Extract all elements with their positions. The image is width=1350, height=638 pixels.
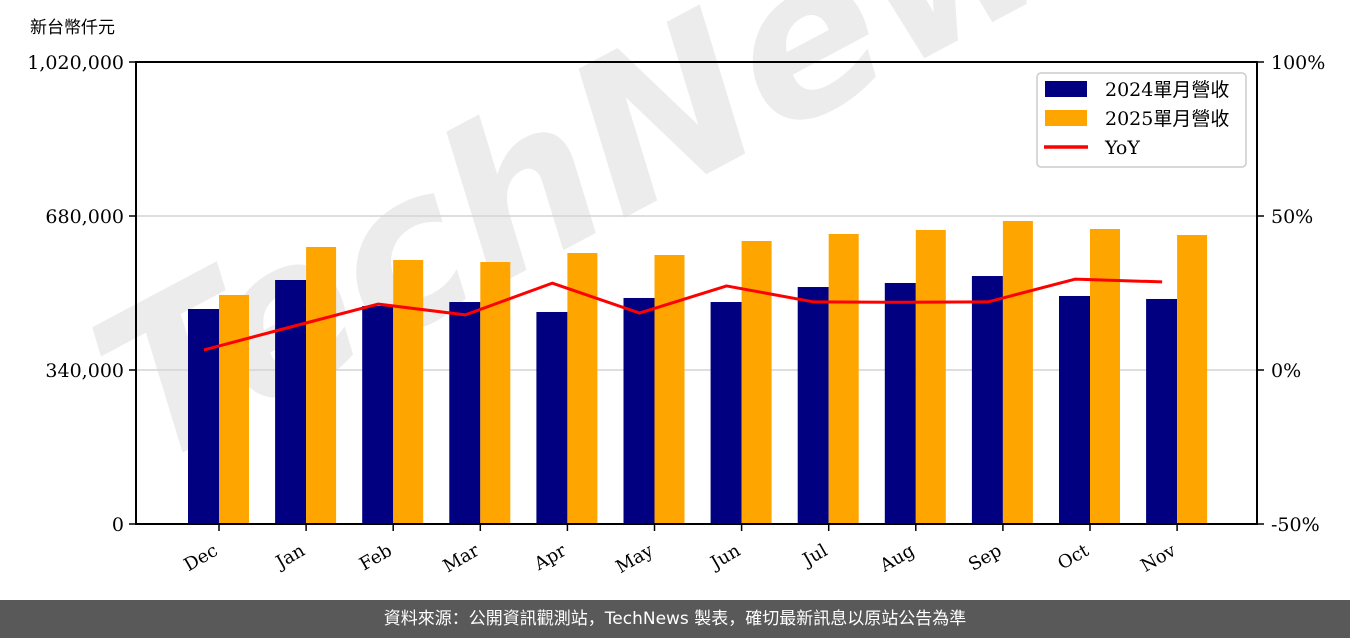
bar-2024-jul — [797, 287, 829, 524]
x-tick-label: Sep — [965, 540, 1005, 575]
legend-label: YoY — [1104, 137, 1140, 159]
bar-2024-may — [623, 297, 655, 524]
bar-2024-mar — [449, 302, 481, 524]
x-tick-label: Jun — [706, 540, 745, 575]
legend-swatch — [1045, 81, 1087, 97]
x-tick-label: Jan — [271, 540, 309, 574]
bar-2024-dec — [188, 308, 219, 524]
bar-2025-jan — [306, 246, 337, 524]
y2-tick-label: 50% — [1271, 206, 1313, 228]
y-tick-label: 0 — [112, 514, 124, 536]
bar-2024-feb — [362, 305, 394, 524]
x-tick-label: Jul — [798, 540, 832, 572]
bar-2024-nov — [1146, 298, 1178, 524]
bar-2025-sep — [1002, 220, 1033, 524]
y-tick-label: 340,000 — [45, 360, 124, 382]
x-tick-label: Aug — [876, 540, 919, 577]
bar-2024-jun — [710, 302, 742, 524]
x-tick-label: Oct — [1054, 540, 1093, 575]
bar-2025-jun — [741, 241, 772, 524]
bar-series — [188, 220, 1208, 525]
y2-tick-label: 100% — [1271, 52, 1325, 74]
bar-2024-aug — [884, 282, 916, 524]
bar-2025-dec — [219, 294, 249, 524]
bar-2025-nov — [1177, 235, 1208, 524]
legend: 2024單月營收 2025單月營收 YoY — [1036, 72, 1247, 168]
yoy-line — [203, 277, 1163, 352]
bar-2025-oct — [1090, 228, 1120, 525]
x-tick-label: Nov — [1137, 540, 1180, 577]
x-tick-label: Dec — [181, 540, 222, 576]
bar-2024-jan — [275, 280, 307, 524]
legend-swatch — [1045, 110, 1087, 126]
legend-box — [1036, 72, 1247, 168]
bar-2024-sep — [971, 276, 1003, 524]
y-tick-label: 680,000 — [45, 206, 124, 228]
x-tick-label: Feb — [356, 540, 396, 575]
bar-2025-mar — [480, 262, 511, 524]
revenue-chart: TechNews 0340,000680,0001,020,000-50%0%5… — [27, 0, 1325, 578]
yoy-polyline — [203, 277, 1163, 352]
bar-2025-jul — [828, 233, 859, 525]
legend-label: 2025單月營收 — [1105, 108, 1229, 130]
source-footer: 資料來源：公開資訊觀測站，TechNews 製表，確切最新訊息以原站公告為準 — [0, 600, 1350, 638]
y-tick-label: 1,020,000 — [27, 52, 124, 74]
y2-tick-label: -50% — [1271, 514, 1320, 536]
legend-label: 2024單月營收 — [1105, 79, 1229, 101]
y2-tick-label: 0% — [1271, 360, 1301, 382]
bar-2025-may — [654, 254, 685, 524]
bar-2025-feb — [393, 259, 424, 524]
bar-2024-apr — [536, 311, 568, 524]
bar-2024-oct — [1059, 295, 1090, 524]
bar-2025-aug — [915, 229, 946, 524]
x-tick-label: Apr — [530, 540, 570, 575]
x-tick-label: May — [612, 540, 657, 578]
y-axis-label: 新台幣仟元 — [30, 18, 115, 38]
x-tick-label: Mar — [440, 540, 484, 577]
